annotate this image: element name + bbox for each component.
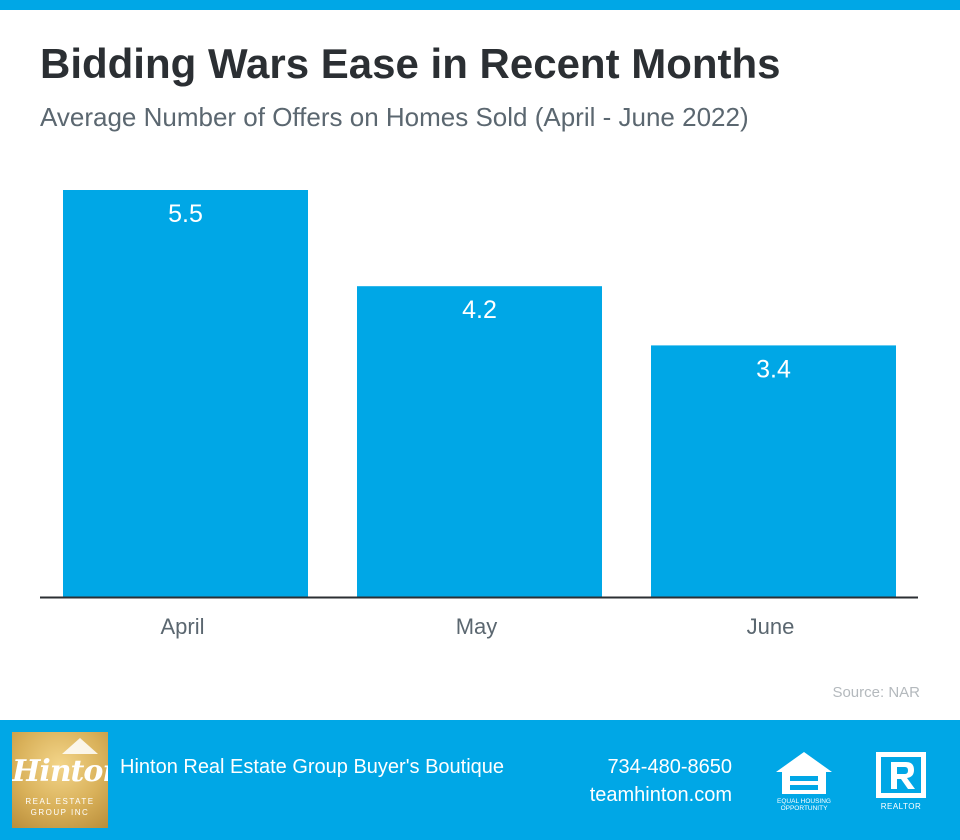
logo-tagline: REAL ESTATE GROUP INC [25,797,95,817]
website-link[interactable]: teamhinton.com [589,784,732,806]
bar-may [357,286,602,597]
value-label-april: 5.5 [168,200,203,228]
equal-housing-opportunity-icon: EQUAL HOUSING OPPORTUNITY [776,752,832,812]
logo-wordmark: Hinton [12,754,108,789]
phone-number[interactable]: 734-480-8650 [607,756,732,778]
source-note: Source: NAR [832,684,920,701]
company-name: Hinton Real Estate Group Buyer's Boutiqu… [120,756,505,778]
chart-title: Bidding Wars Ease in Recent Months [40,40,781,87]
top-accent-bar [0,0,960,10]
eho-text-line1: EQUAL HOUSING [777,798,831,805]
value-label-june: 3.4 [756,355,791,383]
bar-april [63,190,308,597]
realtor-text: REALTOR [881,802,922,811]
eho-text-line2: OPPORTUNITY [781,805,828,812]
bar-chart: 5.5 April 4.2 May 3.4 June [40,190,918,639]
value-label-may: 4.2 [462,296,497,324]
chart-subtitle: Average Number of Offers on Homes Sold (… [40,102,749,132]
x-tick-label-may: May [456,614,498,639]
logo-roof-mark [62,738,98,754]
x-tick-label-june: June [747,614,795,639]
x-tick-label-april: April [160,614,204,639]
bar-june [651,345,896,597]
realtor-icon: REALTOR [876,752,926,811]
footer-banner: Hinton REAL ESTATE GROUP INC Hinton Real… [0,720,960,840]
company-logo: Hinton REAL ESTATE GROUP INC [12,732,108,828]
